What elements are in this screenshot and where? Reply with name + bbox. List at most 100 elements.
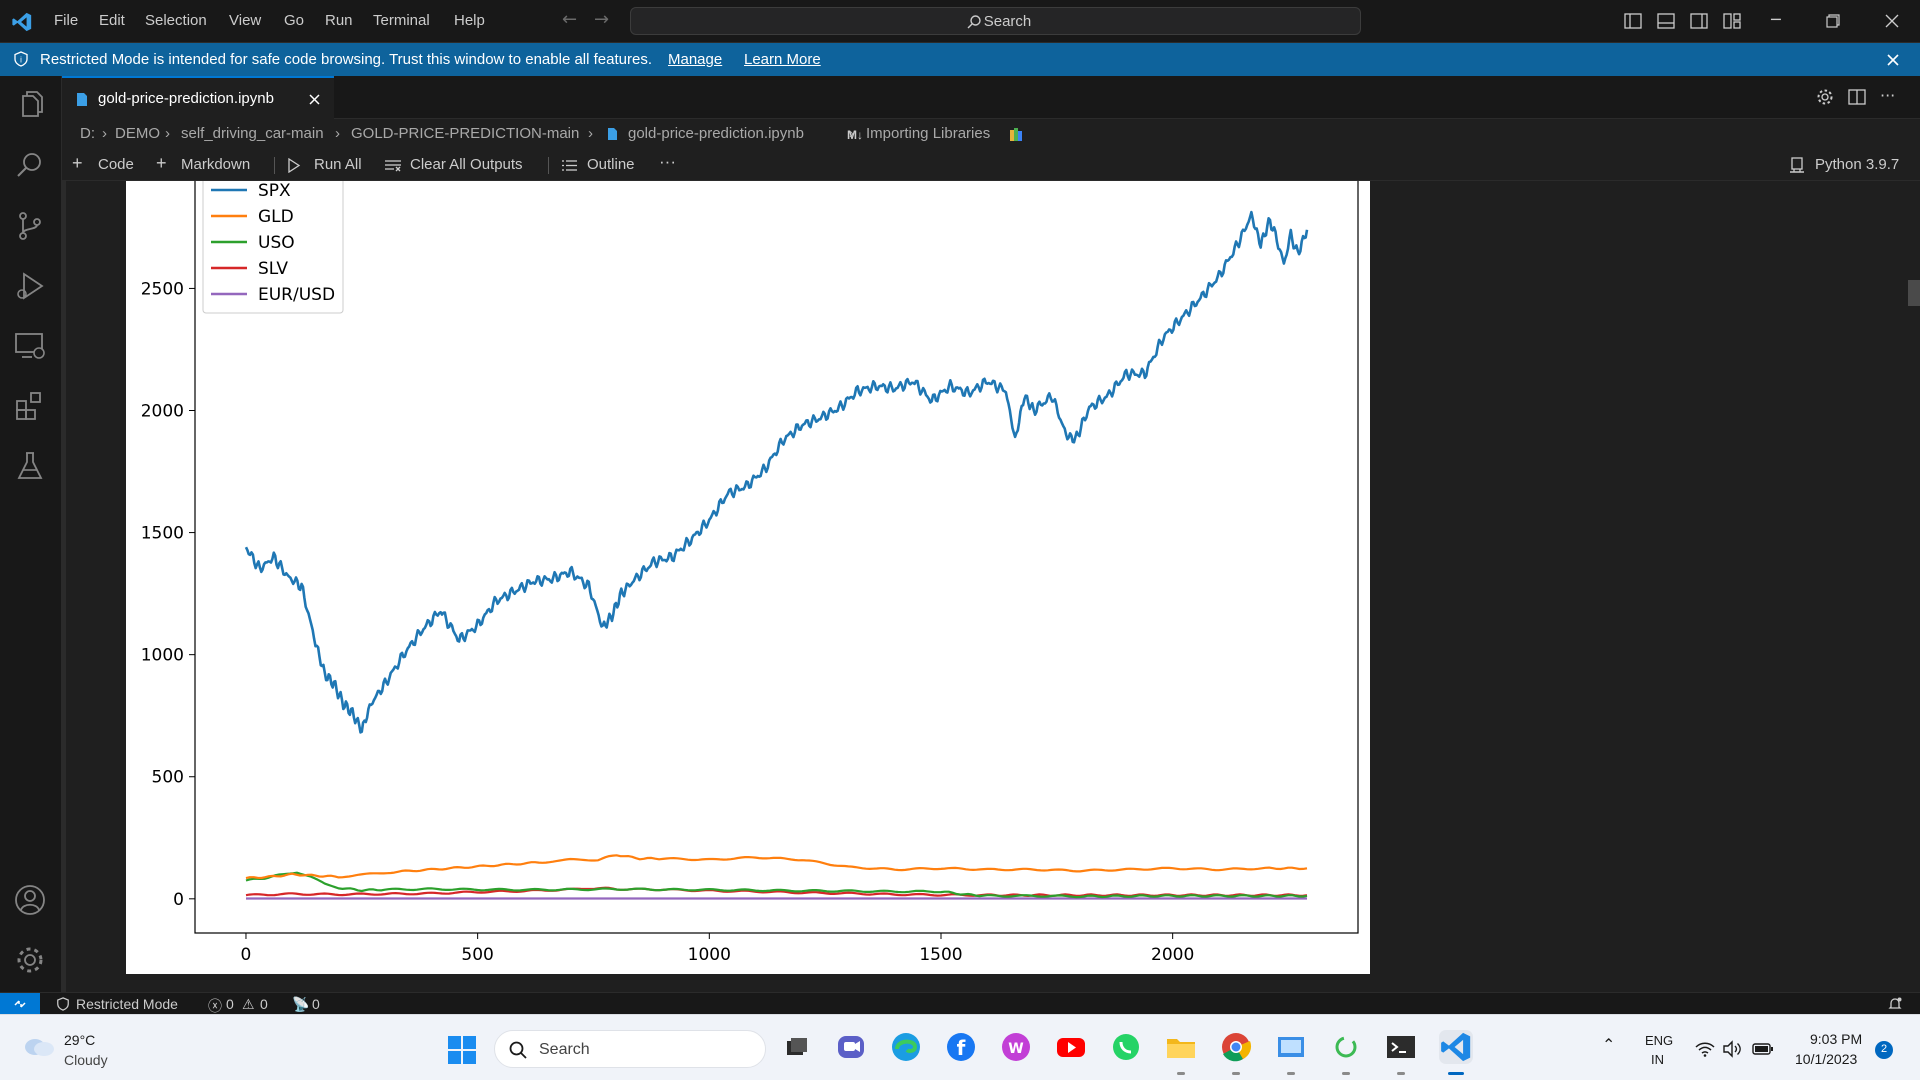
breadcrumb-section[interactable]: Importing Libraries [866, 125, 991, 142]
clock-time[interactable]: 9:03 PM [1810, 1031, 1863, 1047]
chrome-icon[interactable] [1219, 1030, 1253, 1075]
scrollbar-thumb[interactable] [1908, 280, 1920, 306]
banner-text: Restricted Mode is intended for safe cod… [40, 51, 652, 68]
more-actions-icon[interactable]: ··· [1880, 86, 1896, 105]
youtube-icon[interactable] [1054, 1030, 1088, 1064]
toggle-secondary-sidebar-icon[interactable] [1690, 12, 1708, 30]
task-view-icon[interactable] [780, 1030, 814, 1064]
kernel-picker-button[interactable]: Python 3.9.7 [1815, 156, 1900, 173]
language-in[interactable]: IN [1651, 1052, 1664, 1067]
facebook-icon[interactable]: f [944, 1030, 978, 1064]
weather-temp[interactable]: 29°C [64, 1032, 96, 1048]
notification-badge[interactable]: 2 [1875, 1041, 1893, 1059]
breadcrumb-separator-icon: › [165, 125, 170, 142]
menu-edit[interactable]: Edit [99, 12, 125, 29]
run-all-button[interactable]: Run All [314, 156, 362, 173]
cell-focus-indicator [62, 181, 66, 992]
back-arrow-icon[interactable]: ← [562, 9, 578, 30]
add-code-button[interactable]: Code [98, 156, 134, 173]
breadcrumb-separator-icon: › [849, 125, 854, 142]
notebook-settings-gear-icon[interactable] [1816, 88, 1834, 106]
svg-text:f: f [957, 1036, 966, 1060]
menu-file[interactable]: File [54, 12, 79, 29]
svg-text:i: i [20, 56, 22, 65]
learn-more-link[interactable]: Learn More [744, 51, 821, 68]
toggle-primary-sidebar-icon[interactable] [1624, 12, 1642, 30]
show-hidden-icons[interactable]: ⌃ [1602, 1037, 1616, 1054]
menu-help[interactable]: Help [454, 12, 485, 29]
restricted-mode-status[interactable]: Restricted Mode [76, 996, 178, 1012]
warnings-count[interactable]: 0 [260, 996, 268, 1012]
customize-layout-icon[interactable] [1723, 12, 1741, 30]
close-banner-icon[interactable] [1886, 53, 1900, 67]
taskbar-search-box[interactable]: Search [494, 1030, 766, 1068]
remote-explorer-icon[interactable] [12, 328, 48, 364]
close-tab-icon[interactable] [308, 93, 321, 106]
breadcrumb-self-driving[interactable]: self_driving_car-main [181, 125, 324, 142]
more-toolbar-actions[interactable]: ··· [659, 152, 676, 171]
tab-gold-price-prediction[interactable]: gold-price-prediction.ipynb [62, 76, 334, 119]
series-line-gld [245, 854, 1308, 880]
toggle-panel-icon[interactable] [1657, 12, 1675, 30]
terminal-icon[interactable] [1384, 1030, 1418, 1075]
source-control-icon[interactable] [12, 208, 48, 244]
volume-icon[interactable] [1722, 1040, 1742, 1058]
remote-icon [14, 1000, 26, 1008]
command-center-search[interactable]: Search [630, 7, 1361, 35]
extensions-icon[interactable] [12, 388, 48, 424]
cell-output-plot: 0 500 1000 1500 2000 0 500 1000 1500 2000 2500 SPX G… [126, 172, 1370, 974]
battery-icon[interactable] [1752, 1042, 1774, 1056]
restore-icon[interactable] [1826, 14, 1840, 28]
y-tick-label: 2000 [141, 402, 184, 422]
remote-indicator[interactable] [0, 993, 40, 1015]
file-explorer-icon[interactable] [1164, 1030, 1198, 1075]
manage-gear-icon[interactable] [12, 942, 48, 978]
search-icon[interactable] [12, 148, 48, 184]
language-eng[interactable]: ENG [1645, 1033, 1674, 1048]
breadcrumb-drive[interactable]: D: [80, 125, 95, 142]
run-debug-icon[interactable] [12, 268, 48, 304]
edge-browser-icon[interactable] [889, 1030, 923, 1064]
title-bar: File Edit Selection View Go Run Terminal… [0, 0, 1920, 43]
cloudy-weather-icon[interactable] [22, 1033, 56, 1057]
control-panel-icon[interactable] [1274, 1030, 1308, 1075]
y-tick-label: 0 [173, 890, 184, 910]
explorer-icon[interactable] [12, 88, 48, 124]
notifications-bell-icon[interactable] [1887, 996, 1903, 1012]
clear-all-outputs-button[interactable]: Clear All Outputs [410, 156, 523, 173]
x-tick-label: 1500 [919, 945, 962, 965]
search-icon [967, 15, 981, 29]
clock-date[interactable]: 10/1/2023 [1795, 1051, 1858, 1067]
split-editor-icon[interactable] [1848, 88, 1866, 106]
taskbar-search-placeholder: Search [539, 1041, 590, 1058]
whatsapp-icon[interactable] [1109, 1030, 1143, 1064]
menu-view[interactable]: View [229, 12, 262, 29]
menu-run[interactable]: Run [325, 12, 353, 29]
outline-button[interactable]: Outline [587, 156, 635, 173]
wps-office-icon[interactable]: W [999, 1030, 1033, 1064]
loading-app-icon[interactable] [1329, 1030, 1363, 1075]
testing-flask-icon[interactable] [12, 448, 48, 484]
menu-selection[interactable]: Selection [145, 12, 207, 29]
legend-label: USO [258, 233, 295, 253]
close-window-icon[interactable] [1884, 13, 1900, 29]
vscode-taskbar-icon[interactable] [1439, 1030, 1473, 1075]
start-windows-icon[interactable] [447, 1035, 477, 1065]
search-icon [509, 1041, 527, 1059]
minimize-icon[interactable]: ─ [1771, 10, 1781, 29]
menu-terminal[interactable]: Terminal [373, 12, 430, 29]
breadcrumb-notebook[interactable]: gold-price-prediction.ipynb [628, 125, 804, 142]
wifi-icon[interactable] [1695, 1041, 1715, 1057]
teams-chat-icon[interactable] [834, 1030, 868, 1064]
menu-go[interactable]: Go [284, 12, 305, 29]
ports-count[interactable]: 0 [312, 996, 320, 1012]
accounts-icon[interactable] [12, 882, 48, 918]
status-bar: Restricted Mode ⓧ 0 ⚠ 0 📡 0 [0, 992, 1920, 1015]
manage-link[interactable]: Manage [668, 51, 723, 68]
breadcrumb-gold-folder[interactable]: GOLD-PRICE-PREDICTION-main [351, 125, 580, 142]
errors-count[interactable]: 0 [226, 996, 234, 1012]
weather-condition[interactable]: Cloudy [64, 1052, 108, 1068]
add-markdown-button[interactable]: Markdown [181, 156, 251, 173]
forward-arrow-icon[interactable]: → [594, 9, 610, 30]
breadcrumb-demo[interactable]: DEMO [115, 125, 160, 142]
